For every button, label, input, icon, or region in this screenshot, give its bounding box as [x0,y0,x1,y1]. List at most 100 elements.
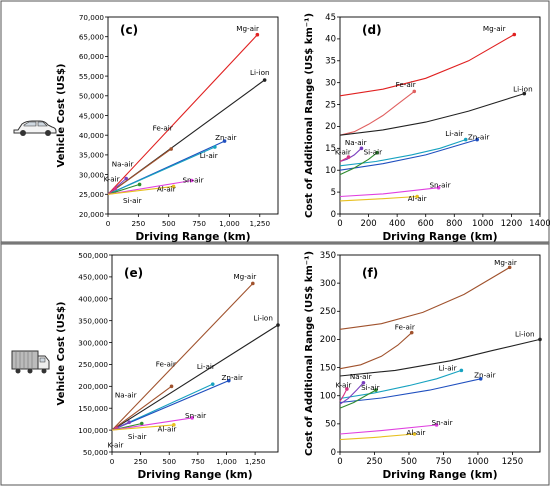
series-label: Zn-air [474,371,495,380]
x-tick-label: 1000 [467,457,489,467]
panel-label: (f) [362,266,378,280]
top-row-frame [0,0,550,243]
series-line-fe-air [107,148,172,195]
y-tick-label: 55,000 [79,72,105,81]
series-label: Sn-air [182,175,203,184]
y-tick-label: 100 [320,392,336,402]
y-tick-label: 40 [325,35,336,45]
series-end-marker [189,178,194,183]
y-tick-label: 35,000 [79,151,105,160]
bottom-row-frame [0,243,550,486]
x-tick-label: 0 [337,457,342,467]
x-tick-label: 250 [366,457,382,467]
y-tick-label: 350,000 [78,316,108,325]
series-end-marker [459,368,464,373]
series-label: Na-air [350,372,372,381]
x-tick-label: 1,000 [219,219,240,228]
series-line-zn-air [339,139,478,171]
series-line-li-ion [111,324,279,431]
y-axis-label: Vehicle Cost (US$) [56,302,67,406]
series-label: Mg-air [233,272,256,281]
truck-icon [11,350,50,374]
series-label: Li-air [445,129,463,138]
panel-label: (c) [120,23,138,37]
series-label: Li-air [439,363,457,372]
series-line-si-air [107,183,140,195]
series-line-sn-air [339,424,437,435]
y-tick-label: 60,000 [79,52,105,61]
x-tick-label: 500 [401,457,417,467]
series-end-marker [139,421,144,426]
series-label: K-air [335,380,351,389]
y-tick-label: 10 [325,166,336,176]
y-tick-label: 20 [325,122,336,132]
series-label: K-air [335,147,351,156]
panel-label: (e) [124,266,143,280]
series-label: Na-air [115,390,137,399]
series-label: Li-ion [253,314,273,323]
series-label: Zn-air [468,133,489,142]
series-line-fe-air [339,90,415,136]
y-tick-label: 100,000 [78,426,108,435]
series-end-marker [190,416,194,420]
series-line-sn-air [107,179,192,195]
series-end-marker [434,423,439,427]
series-line-sn-air [111,417,193,431]
series-label: Al-air [158,424,177,433]
series-line-li-ion [339,93,525,136]
x-tick-label: 500 [162,219,176,228]
series-end-marker [137,182,142,187]
x-tick-label: 600 [418,219,434,229]
panel-f: 0 250 500 750 1000 1250 0 50 100 150 200 250 300 350 D… [304,251,542,481]
series-end-marker [475,137,479,142]
series-end-marker [507,265,512,270]
series-end-marker [169,147,173,151]
series-label: Zn-air [215,133,236,142]
x-axis-label: Driving Range (km) [137,469,252,481]
series-label: Na-air [345,138,367,147]
x-axis-label: Driving Range (km) [382,469,497,481]
plot-area-e [111,254,279,453]
series-label: Zn-air [221,373,242,382]
y-tick-label: 50,000 [83,448,109,457]
y-tick-label: 50,000 [79,92,105,101]
y-tick-label: 45,000 [79,111,105,120]
x-tick-label: 0 [337,219,342,229]
y-tick-label: 0 [331,210,336,220]
series-end-marker [375,150,379,155]
series-line-mg-air [107,34,258,195]
series-line-na-air [339,382,364,405]
x-axis-label: Driving Range (km) [382,231,497,243]
y-tick-label: 35 [325,57,336,67]
y-tick-label: 500,000 [78,251,108,260]
panel-label: (d) [362,23,382,37]
panel-c: 0 250 500 750 1,000 1,250 20,000 25,000 30,000 35… [56,13,279,243]
x-axis-label: Driving Range (km) [135,231,250,243]
x-tick-label: 750 [192,219,206,228]
y-tick-label: 70,000 [79,13,105,22]
series-end-marker [436,185,441,190]
series-end-marker [359,146,364,151]
x-tick-label: 800 [446,219,462,229]
series-label: Li-ion [515,330,535,339]
series-end-marker [213,145,217,149]
series-label: Li-air [200,151,218,160]
series-end-marker [169,384,174,389]
series-end-marker [262,78,267,82]
series-label: Fe-air [395,322,415,331]
series-label: Sn-air [185,411,206,420]
series-line-si-air [339,389,377,409]
y-tick-label: 65,000 [79,33,105,42]
series-line-zn-air [111,380,230,431]
series-label: Fe-air [156,360,176,369]
series-line-mg-air [339,34,515,97]
series-line-mg-air [339,266,510,330]
series-line-li-air [107,146,216,195]
x-tick-label: 1250 [502,457,524,467]
series-label: Al-air [408,194,427,203]
x-tick-label: 750 [191,457,205,466]
series-label: K-air [104,175,120,184]
series-end-marker [409,330,414,335]
series-end-marker [412,432,417,436]
